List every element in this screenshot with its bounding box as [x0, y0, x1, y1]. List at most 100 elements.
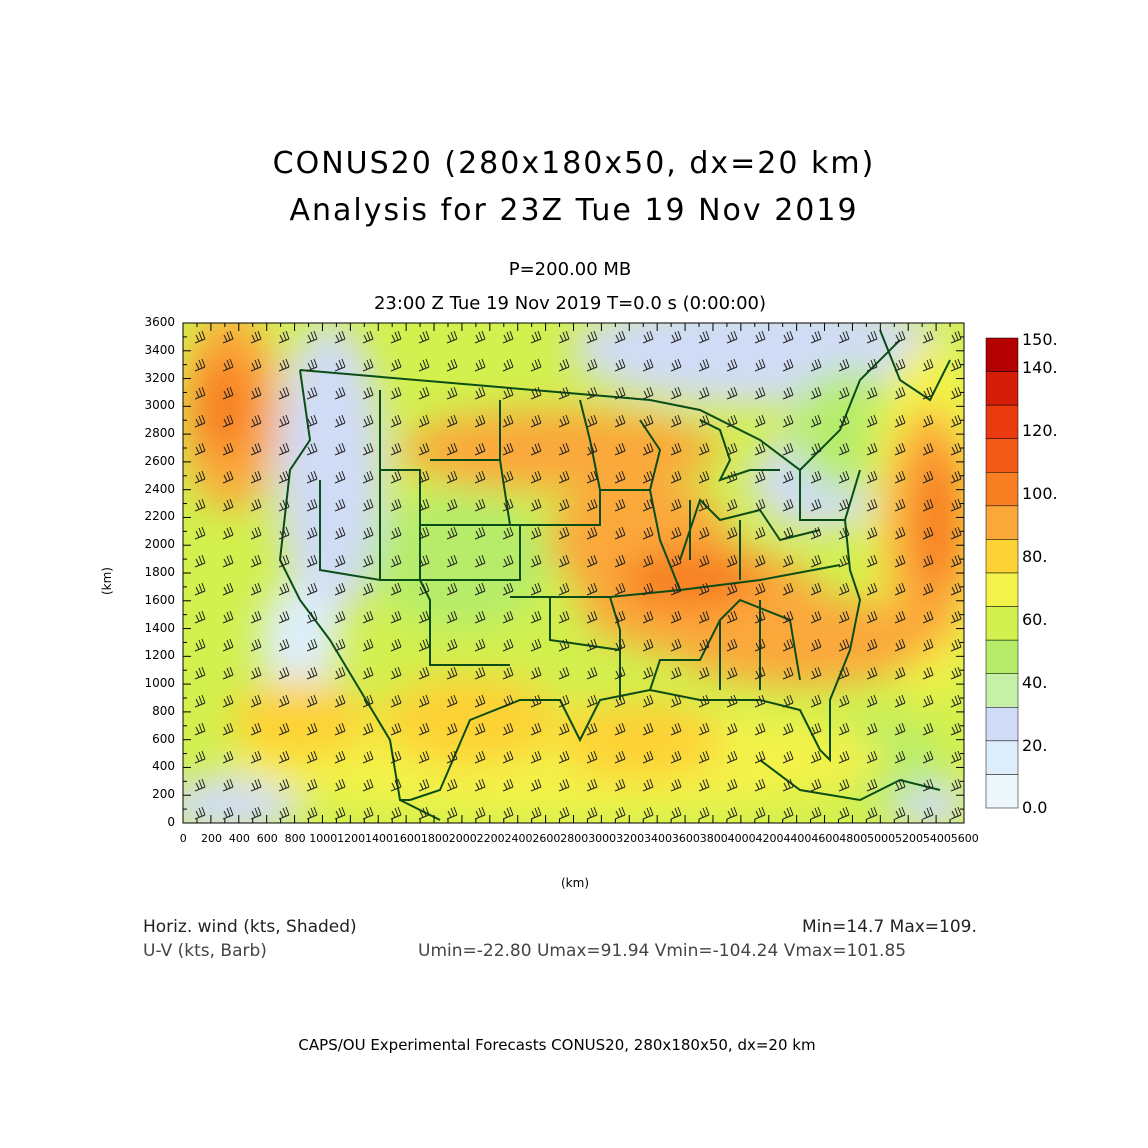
wind-barb: [362, 582, 374, 596]
wind-barb: [558, 498, 570, 512]
colorbar-swatch: [985, 539, 1019, 574]
wind-barb: [698, 470, 710, 484]
wind-barb: [866, 554, 878, 568]
wind-barb: [726, 778, 738, 792]
wind-barb: [838, 554, 850, 568]
wind-barb: [446, 470, 458, 484]
wind-barb: [390, 610, 402, 624]
wind-barb: [670, 806, 682, 820]
x-tick-label: 2800: [560, 832, 589, 845]
colorbar-label: 80.: [1022, 547, 1048, 566]
wind-barb: [782, 582, 794, 596]
wind-barb: [418, 414, 430, 428]
wind-barb: [306, 750, 318, 764]
wind-barb: [278, 778, 290, 792]
wind-barb: [726, 554, 738, 568]
colorbar-label: 140.: [1022, 358, 1058, 377]
wind-barb: [502, 638, 514, 652]
wind-barb: [810, 526, 822, 540]
wind-barb: [530, 778, 542, 792]
y-tick-label: 2600: [144, 453, 175, 468]
wind-barb: [698, 722, 710, 736]
pressure-level-label: P=200.00 MB: [508, 259, 632, 280]
wind-barb: [474, 694, 486, 708]
axis-ticks: [182, 322, 965, 824]
wind-barb: [334, 638, 346, 652]
wind-barb: [866, 330, 878, 344]
wind-barb: [614, 666, 626, 680]
wind-barb: [558, 470, 570, 484]
x-tick-label: 3400: [643, 832, 672, 845]
wind-barb: [418, 750, 430, 764]
wind-barb: [418, 778, 430, 792]
wind-barb: [866, 526, 878, 540]
wind-barb: [810, 610, 822, 624]
wind-barb: [614, 778, 626, 792]
wind-barb: [418, 470, 430, 484]
wind-barb: [726, 806, 738, 820]
wind-barb: [810, 750, 822, 764]
wind-barb: [586, 778, 598, 792]
wind-barb: [838, 806, 850, 820]
wind-barb: [390, 386, 402, 400]
wind-barb: [502, 610, 514, 624]
wind-barb: [950, 470, 962, 484]
wind-barb: [866, 498, 878, 512]
map-title-line1: CONUS20 (280x180x50, dx=20 km): [272, 146, 876, 181]
wind-barb: [194, 330, 206, 344]
wind-barb: [446, 806, 458, 820]
wind-barb: [642, 722, 654, 736]
wind-barb: [558, 610, 570, 624]
wind-barb: [670, 582, 682, 596]
wind-barb: [278, 694, 290, 708]
wind-barb: [278, 386, 290, 400]
wind-barb: [306, 554, 318, 568]
wind-barb: [754, 582, 766, 596]
wind-barb: [502, 750, 514, 764]
wind-barb: [446, 750, 458, 764]
wind-barb: [670, 498, 682, 512]
wind-barb: [530, 470, 542, 484]
wind-barb: [894, 694, 906, 708]
wind-barb: [474, 666, 486, 680]
wind-barb: [950, 554, 962, 568]
wind-barb: [894, 470, 906, 484]
wind-barb: [278, 806, 290, 820]
wind-barb: [194, 666, 206, 680]
wind-barb: [614, 750, 626, 764]
wind-barb: [502, 470, 514, 484]
wind-barb: [950, 610, 962, 624]
wind-barb: [698, 638, 710, 652]
wind-barb: [642, 442, 654, 456]
wind-barb: [362, 470, 374, 484]
wind-barb: [894, 582, 906, 596]
wind-barb: [390, 442, 402, 456]
wind-barb: [418, 694, 430, 708]
wind-barb: [922, 666, 934, 680]
wind-barb: [754, 778, 766, 792]
wind-barb: [614, 414, 626, 428]
wind-barb: [530, 806, 542, 820]
wind-barb: [502, 386, 514, 400]
wind-barb: [614, 330, 626, 344]
colorbar-swatch: [985, 472, 1019, 507]
wind-barb: [250, 414, 262, 428]
wind-barb: [250, 498, 262, 512]
wind-barb: [390, 806, 402, 820]
wind-barb: [586, 442, 598, 456]
wind-barb: [642, 526, 654, 540]
wind-barb: [362, 778, 374, 792]
wind-barb: [474, 806, 486, 820]
wind-barb: [838, 470, 850, 484]
wind-barb: [838, 582, 850, 596]
wind-barb: [838, 638, 850, 652]
wind-barb: [306, 610, 318, 624]
wind-barb: [726, 386, 738, 400]
colorbar-swatch: [985, 707, 1019, 742]
wind-barb: [222, 498, 234, 512]
colorbar-swatch: [985, 740, 1019, 775]
wind-barb: [474, 582, 486, 596]
wind-barb: [782, 442, 794, 456]
wind-barb: [474, 414, 486, 428]
wind-barb: [586, 750, 598, 764]
